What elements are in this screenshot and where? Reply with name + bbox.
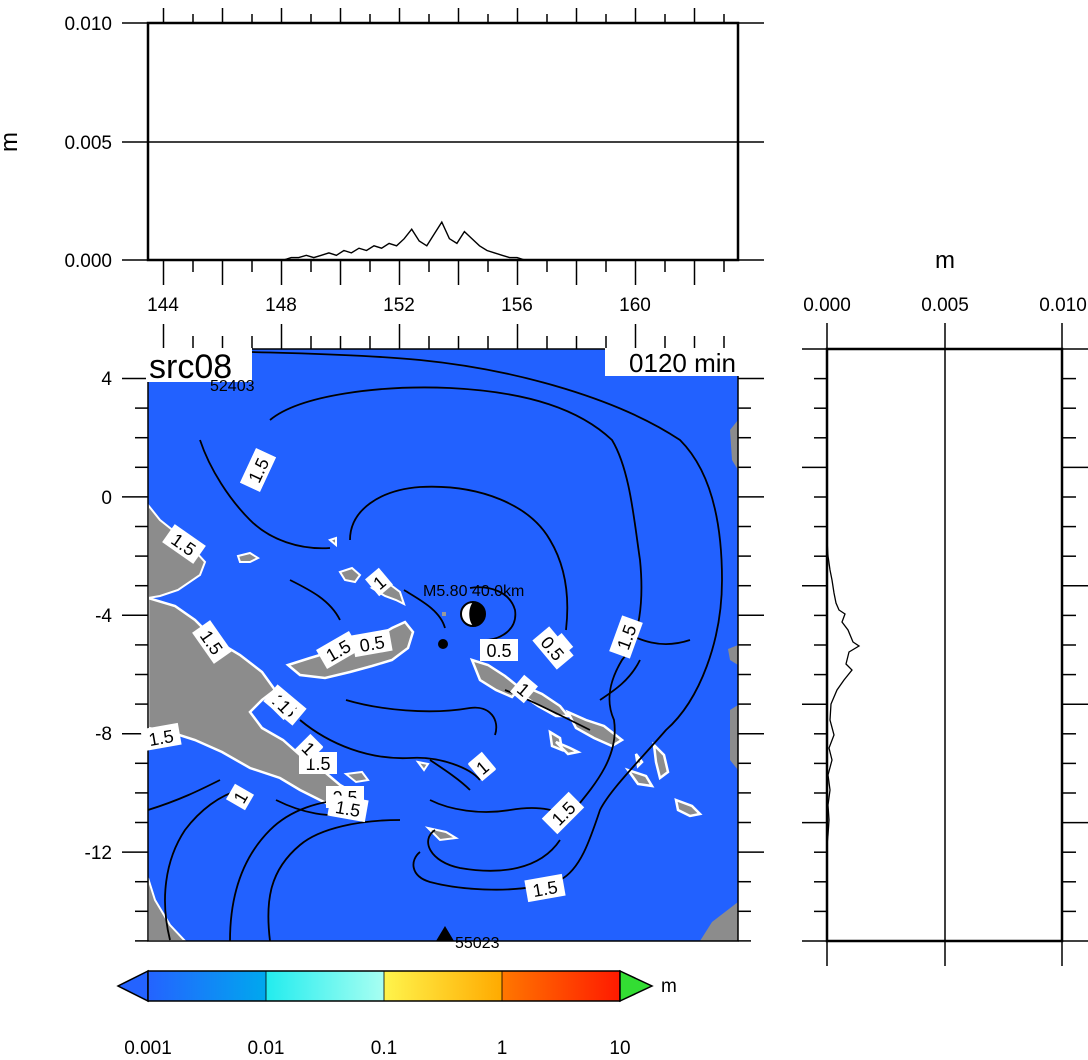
map-x-tick-label: 152 — [383, 295, 415, 316]
map-x-tick-label: 160 — [619, 295, 651, 316]
colorbar-segment — [148, 971, 266, 1001]
side-x-tick-label: 0.000 — [803, 295, 851, 316]
land-small-islands — [327, 536, 459, 842]
colorbar-over-arrow — [619, 969, 654, 1003]
contour-label: 1.5 — [162, 524, 206, 564]
colorbar-unit: m — [661, 976, 677, 997]
contour-label: 1 — [510, 674, 538, 704]
side-x-tick-label: 0.005 — [921, 295, 969, 316]
svg-text:0.5: 0.5 — [358, 632, 386, 656]
contour-labels: 1.51.51.5110.51.50.51.511.511.511.510.51… — [140, 448, 643, 903]
contour-label: 1.5 — [316, 630, 360, 670]
colorbar-segment — [266, 971, 384, 1001]
map-x-tick-label: 144 — [147, 295, 179, 316]
contour-label: 1 — [468, 752, 496, 782]
contour-label: 1.5 — [192, 620, 232, 664]
side-x-tick-label: 0.010 — [1039, 295, 1087, 316]
contour-label: 1 — [365, 567, 393, 597]
contour-label: 0.5 — [480, 639, 518, 661]
map-x-tick-label: 148 — [265, 295, 297, 316]
colorbar-segment — [502, 971, 620, 1001]
land-sw-corner — [148, 877, 187, 941]
contour-label: 1 — [294, 733, 324, 763]
svg-text:0.5: 0.5 — [486, 641, 511, 661]
top-y-tick-label: 0.005 — [64, 133, 112, 154]
svg-text:1.5: 1.5 — [531, 877, 559, 901]
top-profile-ticks — [122, 8, 764, 285]
top-profile-panel: 0.010 0.005 0.000 m — [0, 8, 764, 285]
map-y-tick-label: -8 — [95, 724, 112, 745]
source-label: src08 — [149, 348, 232, 386]
contour-label: 0.5 — [351, 628, 393, 658]
contour-label: 1.5 — [327, 793, 369, 823]
side-profile-panel: m 0.000 0.005 0.010 — [802, 247, 1088, 966]
colorbar-tick-label: 1 — [497, 1038, 508, 1059]
station-label-top: 52403 — [210, 378, 255, 395]
svg-text:1.5: 1.5 — [147, 726, 175, 750]
map-y-tick-label: 0 — [101, 488, 112, 509]
time-label: 0120 min — [629, 348, 736, 378]
contour-label: 1 — [225, 783, 255, 811]
map-y-tick-label: -4 — [95, 606, 112, 627]
map-y-tick-label: 4 — [101, 369, 112, 390]
station-label-bottom: 55023 — [455, 935, 500, 952]
source-label-box — [146, 348, 252, 382]
epicenter-dot — [438, 639, 448, 649]
map-x-tick-label: 156 — [501, 295, 533, 316]
top-y-tick-label: 0.010 — [64, 14, 112, 35]
contour-label: 1 — [270, 691, 300, 721]
contour-label: 1.5 — [140, 722, 182, 752]
top-y-axis-unit: m — [0, 132, 23, 152]
side-profile-ticks — [802, 323, 1088, 966]
map-panel: 144 148 152 156 160 4 0 -4 -8 -12 src08 … — [85, 295, 764, 952]
colorbar-segment — [384, 971, 502, 1001]
colorbar-tick-label: 0.01 — [248, 1038, 285, 1059]
top-profile-line — [246, 220, 600, 261]
colorbar-under-arrow — [116, 969, 149, 1003]
colorbar-tick-label: 10 — [609, 1038, 630, 1059]
side-x-axis-unit: m — [935, 247, 955, 274]
svg-text:1.5: 1.5 — [334, 797, 362, 821]
time-label-box — [605, 348, 739, 376]
land-admiralty — [236, 551, 261, 563]
contour-label: 1.5 — [524, 873, 566, 903]
station-marker-triangle — [436, 926, 454, 941]
epicenter-square — [442, 612, 446, 616]
epicenter-label: M5.80 40.0km — [423, 583, 524, 600]
contour-label: 1.5 — [541, 791, 585, 835]
colorbar: m 0.001 0.01 0.1 1 10 — [116, 969, 677, 1059]
colorbar-tick-label: 0.001 — [124, 1038, 172, 1059]
top-y-tick-label: 0.000 — [64, 251, 112, 272]
map-y-tick-label: -12 — [85, 843, 112, 864]
side-profile-line — [826, 539, 861, 846]
focal-mechanism-beachball — [460, 601, 486, 627]
colorbar-tick-label: 0.1 — [371, 1038, 397, 1059]
map-axis-ticks — [122, 324, 764, 942]
svg-text:1.5: 1.5 — [305, 754, 330, 774]
